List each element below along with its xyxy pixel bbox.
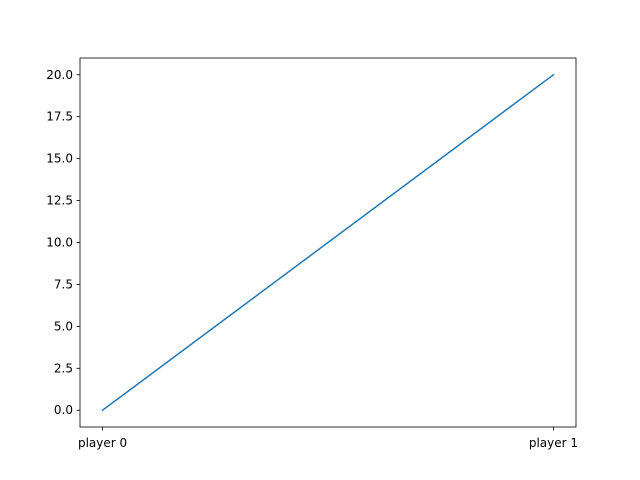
y-tick-label: 17.5 [46,110,73,124]
y-tick-label: 20.0 [46,68,73,82]
y-tick-label: 2.5 [54,361,73,375]
x-tick-label: player 0 [78,436,127,450]
y-tick-label: 10.0 [46,236,73,250]
y-axis: 0.0 2.5 5.0 7.5 10.0 12.5 15.0 17.5 20.0 [46,68,80,417]
y-tick-label: 12.5 [46,194,73,208]
x-tick-label: player 1 [529,436,578,450]
y-tick-label: 7.5 [54,277,73,291]
series-line-0 [101,73,555,412]
y-tick-label: 15.0 [46,152,73,166]
axes-frame [79,57,577,428]
y-tick-label: 5.0 [54,319,73,333]
plot-area [101,73,555,412]
x-axis: player 0 player 1 [78,427,578,450]
y-tick-label: 0.0 [54,403,73,417]
